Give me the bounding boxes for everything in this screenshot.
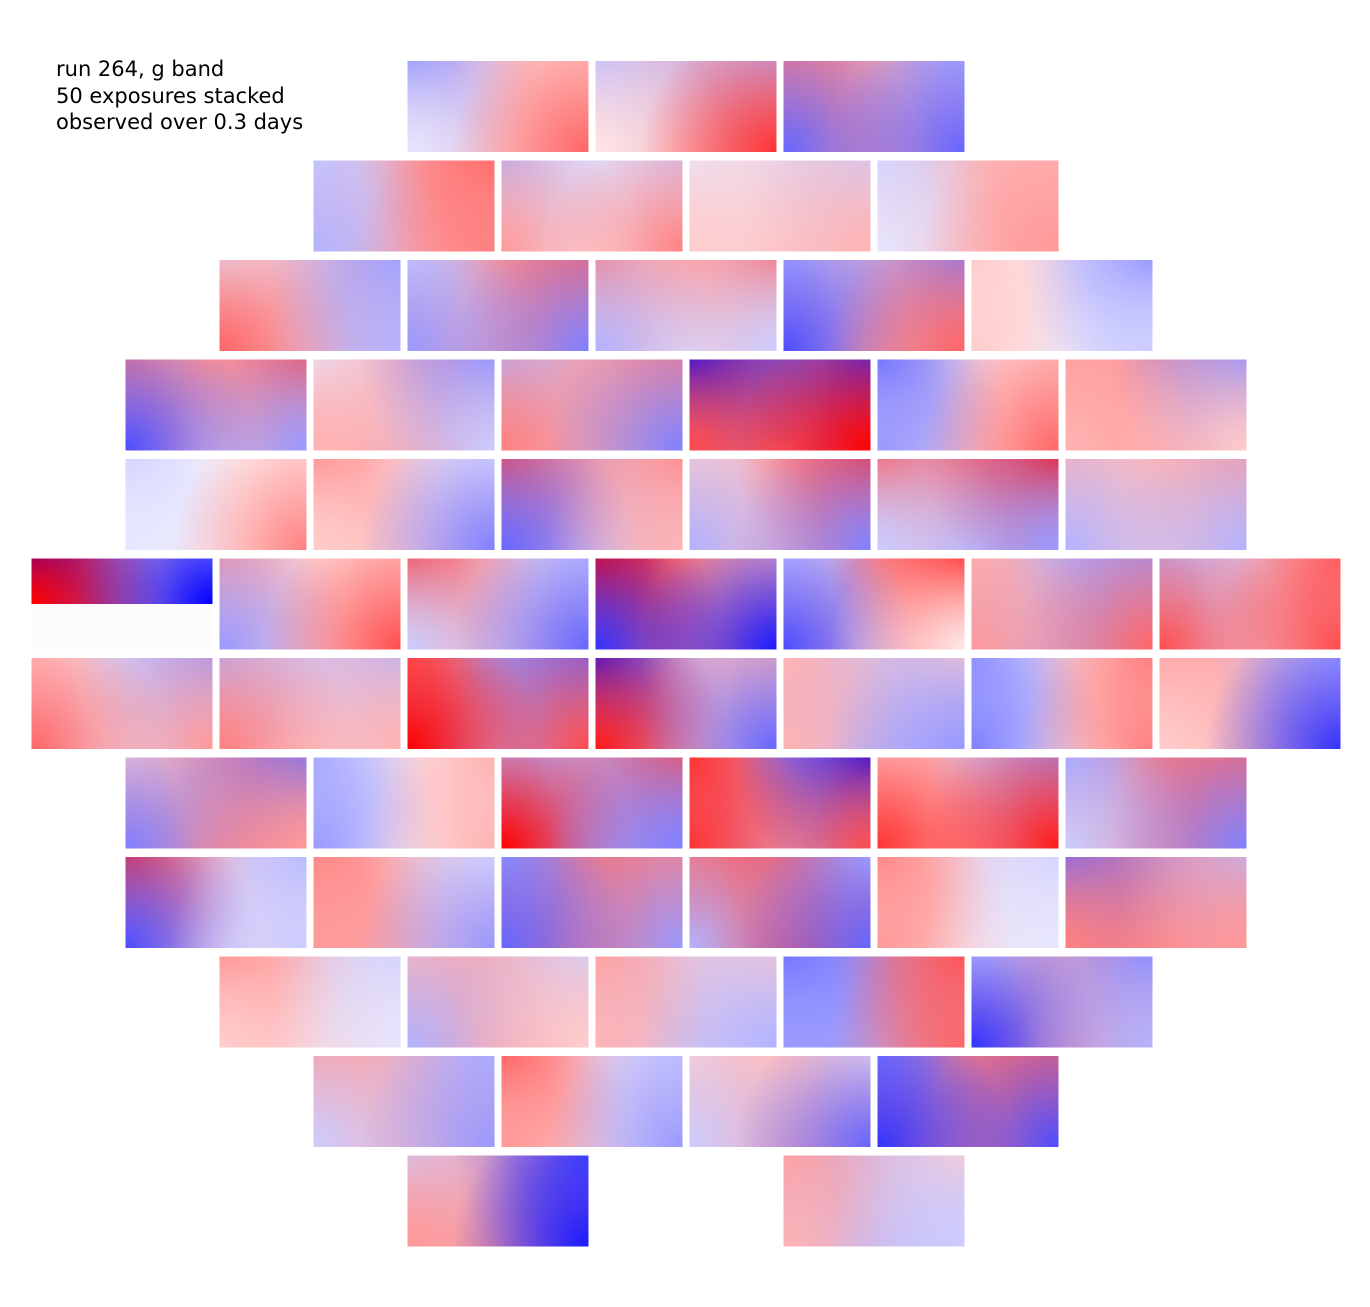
ccd-tile [125,359,307,451]
ccd-tile [689,857,871,948]
ccd-tile [783,260,965,351]
ccd-tile [407,1155,589,1247]
ccd-tile [595,956,777,1048]
ccd-tile [313,757,495,849]
ccd-tile [689,1056,871,1147]
ccd-tile [595,260,777,351]
ccd-tile [783,658,965,749]
ccd-tile [1065,857,1247,948]
ccd-tile [501,1056,683,1147]
ccd-tile [689,160,871,252]
ccd-tile [689,359,871,451]
ccd-tile [1159,658,1341,749]
ccd-tile [407,658,589,749]
ccd-tile [125,857,307,948]
ccd-tile [971,956,1153,1048]
ccd-tiles [31,61,1341,1247]
ccd-tile [877,160,1059,252]
ccd-tile [313,1056,495,1147]
ccd-tile [783,61,965,152]
ccd-tile [501,857,683,948]
ccd-tile [219,558,401,650]
ccd-tile [783,1155,965,1247]
annotation-line-duration: observed over 0.3 days [56,110,304,134]
ccd-tile [971,558,1153,650]
ccd-tile [689,459,871,550]
ccd-tile [877,857,1059,948]
ccd-tile [1065,757,1247,849]
annotation-line-exposures: 50 exposures stacked [56,83,285,108]
ccd-tile [125,459,307,550]
ccd-tile [31,658,213,749]
annotation-line-run: run 264, g band [56,57,225,81]
ccd-tile [501,459,683,550]
ccd-tile [501,160,683,252]
ccd-tile [313,160,495,252]
ccd-tile [1065,459,1247,550]
ccd-tile [125,757,307,849]
ccd-tile [689,757,871,849]
ccd-tile [407,61,589,152]
ccd-tile [783,956,965,1048]
run-annotation: run 264, g band 50 exposures stacked obser… [56,56,303,136]
ccd-tile [1065,359,1247,451]
ccd-tile [1159,558,1341,650]
ccd-tile [219,260,401,351]
ccd-tile [595,61,777,152]
ccd-tile [407,558,589,650]
ccd-tile [219,956,401,1048]
ccd-tile [407,956,589,1048]
ccd-tile [313,857,495,948]
ccd-tile [877,359,1059,451]
ccd-tile [595,658,777,749]
ccd-tile [501,757,683,849]
ccd-tile [595,558,777,650]
ccd-tile [219,658,401,749]
ccd-tile [877,1056,1059,1147]
ccd-tile-empty-half [31,604,213,650]
ccd-tile [877,459,1059,550]
ccd-tile [31,558,213,604]
ccd-tile [877,757,1059,849]
ccd-tile [971,260,1153,351]
ccd-tile [501,359,683,451]
ccd-tile [313,359,495,451]
ccd-tile [313,459,495,550]
ccd-tile [971,658,1153,749]
ccd-tile [783,558,965,650]
ccd-tile [407,260,589,351]
